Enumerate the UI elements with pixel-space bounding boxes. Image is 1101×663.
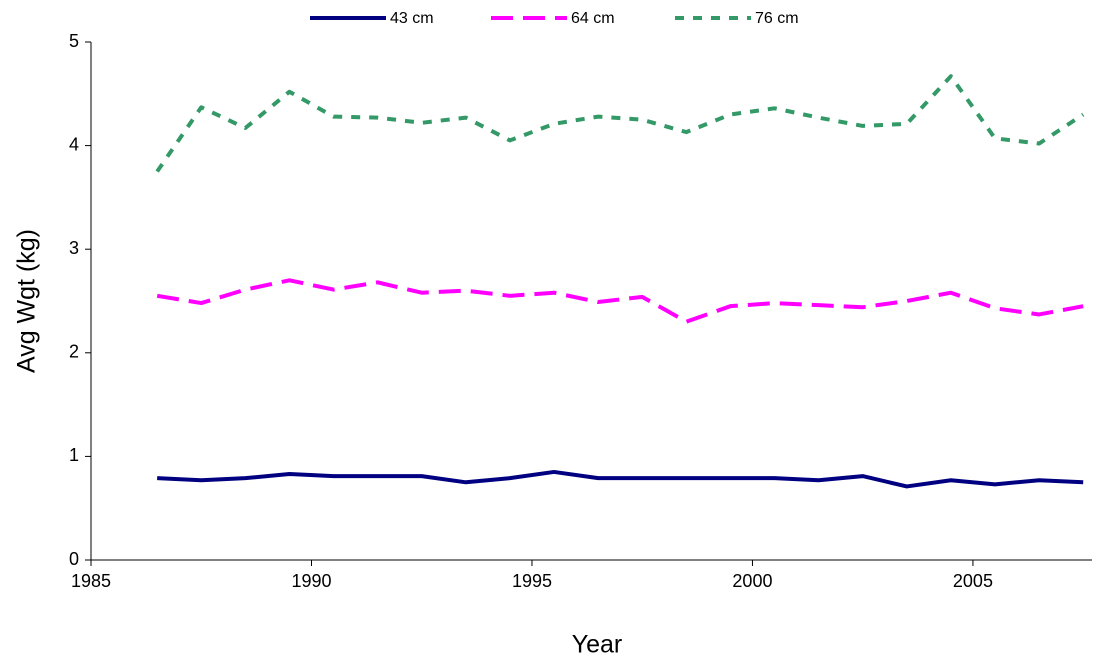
legend-label: 76 cm [755, 10, 799, 27]
x-tick-label: 2005 [953, 571, 993, 591]
y-tick-label: 3 [69, 238, 79, 258]
legend-label: 64 cm [571, 10, 615, 27]
y-axis-title: Avg Wgt (kg) [13, 229, 41, 373]
series-line [157, 469, 1084, 489]
x-tick-label: 1990 [291, 571, 331, 591]
series-line [155, 74, 1085, 173]
y-tick-label: 0 [69, 549, 79, 569]
y-tick-label: 1 [69, 445, 79, 465]
legend-label: 43 cm [390, 10, 434, 27]
x-tick-label: 2000 [732, 571, 772, 591]
y-tick-label: 4 [69, 134, 79, 154]
x-tick-label: 1985 [71, 571, 111, 591]
series-line [156, 278, 1084, 324]
x-axis-title: Year [572, 631, 623, 659]
x-tick-label: 1995 [512, 571, 552, 591]
y-tick-label: 2 [69, 342, 79, 362]
y-tick-label: 5 [69, 31, 79, 51]
